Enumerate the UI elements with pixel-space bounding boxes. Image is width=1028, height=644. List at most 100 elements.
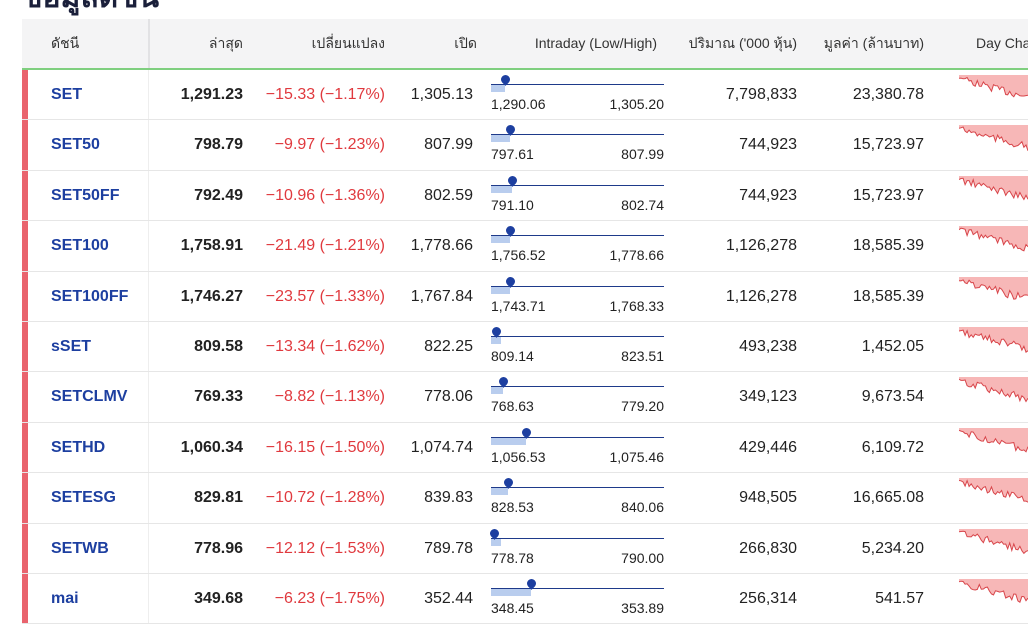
header-change[interactable]: เปลี่ยนแปลง xyxy=(311,35,385,51)
intraday-range-fill xyxy=(491,487,508,496)
header-daychart: Day Cha xyxy=(976,35,1028,51)
column-divider xyxy=(148,321,149,372)
table-row[interactable]: SET 1,291.23 −15.33 (−1.17%) 1,305.13 1,… xyxy=(22,70,1028,121)
index-name-link[interactable]: mai xyxy=(51,589,79,607)
change-value: −12.12 (−1.53%) xyxy=(265,539,385,557)
last-value: 1,291.23 xyxy=(180,86,243,103)
table-row[interactable]: SETESG 829.81 −10.72 (−1.28%) 839.83 828… xyxy=(22,473,1028,524)
header-last[interactable]: ล่าสุด xyxy=(208,35,243,51)
day-chart-sparkline[interactable] xyxy=(959,528,1028,561)
intraday-range-fill xyxy=(491,587,531,596)
sparkline-line xyxy=(959,177,1028,201)
intraday-range-track xyxy=(491,436,664,438)
header-value[interactable]: มูลค่า (ล้านบาท) xyxy=(823,35,924,51)
table-row[interactable]: SET50 798.79 −9.97 (−1.23%) 807.99 797.6… xyxy=(22,120,1028,171)
intraday-range: 797.61 807.99 xyxy=(491,120,664,170)
row-marker xyxy=(22,422,28,473)
volume-value: 1,126,278 xyxy=(725,287,797,305)
intraday-range-track xyxy=(491,84,664,85)
column-divider xyxy=(148,573,149,624)
day-chart-sparkline[interactable] xyxy=(959,578,1028,611)
row-marker xyxy=(22,70,28,120)
index-name-link[interactable]: SET100 xyxy=(51,237,109,255)
intraday-range-fill xyxy=(491,386,503,395)
table-row[interactable]: SET100FF 1,746.27 −23.57 (−1.33%) 1,767.… xyxy=(22,271,1028,322)
last-value: 809.58 xyxy=(194,337,243,355)
intraday-low: 348.45 xyxy=(491,599,534,616)
sparkline-line xyxy=(959,76,1028,98)
index-name-link[interactable]: SET50FF xyxy=(51,186,120,204)
intraday-high: 1,768.33 xyxy=(609,297,665,314)
last-value: 778.96 xyxy=(194,539,243,557)
intraday-low: 809.14 xyxy=(491,347,534,364)
table-row[interactable]: sSET 809.58 −13.34 (−1.62%) 822.25 809.1… xyxy=(22,321,1028,373)
table-row[interactable]: SETWB 778.96 −12.12 (−1.53%) 789.78 778.… xyxy=(22,523,1028,574)
intraday-low: 1,056.53 xyxy=(491,448,546,465)
day-chart-sparkline[interactable] xyxy=(959,276,1028,309)
intraday-low: 791.10 xyxy=(491,196,534,213)
volume-value: 266,830 xyxy=(739,539,797,557)
open-value: 1,767.84 xyxy=(410,287,473,305)
index-name-link[interactable]: SETCLMV xyxy=(51,388,128,406)
header-intraday[interactable]: Intraday (Low/High) xyxy=(534,35,657,51)
header-open[interactable]: เปิด xyxy=(454,35,477,51)
index-name-link[interactable]: SET100FF xyxy=(51,287,129,305)
header-name[interactable]: ดัชนี xyxy=(51,35,80,51)
intraday-high: 790.00 xyxy=(621,549,664,566)
table-row[interactable]: SET100 1,758.91 −21.49 (−1.21%) 1,778.66… xyxy=(22,221,1028,272)
index-name-link[interactable]: SET50 xyxy=(51,136,100,154)
index-name-link[interactable]: sSET xyxy=(51,337,92,355)
value-amount: 18,585.39 xyxy=(852,287,924,305)
intraday-range-fill xyxy=(491,537,501,546)
intraday-high: 823.51 xyxy=(621,347,664,364)
column-divider xyxy=(148,70,149,120)
index-name-link[interactable]: SETWB xyxy=(51,539,109,557)
table-row[interactable]: SETCLMV 769.33 −8.82 (−1.13%) 778.06 768… xyxy=(22,372,1028,423)
intraday-low: 828.53 xyxy=(491,499,534,516)
value-amount: 16,665.08 xyxy=(852,489,924,507)
index-name-link[interactable]: SETHD xyxy=(51,438,106,456)
row-marker xyxy=(22,271,28,321)
value-amount: 23,380.78 xyxy=(852,86,924,103)
day-chart-sparkline[interactable] xyxy=(959,478,1028,510)
open-value: 802.59 xyxy=(424,186,473,204)
volume-value: 349,123 xyxy=(739,388,797,406)
volume-value: 948,505 xyxy=(739,489,797,507)
column-divider xyxy=(148,120,149,170)
sparkline-area xyxy=(959,377,1028,402)
index-name-link[interactable]: SETESG xyxy=(51,489,116,507)
row-marker xyxy=(22,170,28,221)
last-value: 792.49 xyxy=(194,186,243,204)
sparkline-area xyxy=(959,427,1028,452)
intraday-range: 791.10 802.74 xyxy=(491,171,664,221)
open-value: 352.44 xyxy=(424,589,473,607)
table-header: ดัชนี ล่าสุด เปลี่ยนแปลง เปิด Intraday (… xyxy=(22,19,1028,70)
intraday-range: 809.14 823.51 xyxy=(490,322,664,372)
value-amount: 541.57 xyxy=(875,589,924,607)
volume-value: 7,798,833 xyxy=(725,86,797,103)
day-chart-sparkline[interactable] xyxy=(959,75,1028,107)
day-chart-sparkline[interactable] xyxy=(959,326,1028,359)
change-value: −6.23 (−1.75%) xyxy=(274,589,385,607)
table-row[interactable]: mai 349.68 −6.23 (−1.75%) 352.44 348.45 … xyxy=(22,573,1028,625)
table-row[interactable]: SET50FF 792.49 −10.96 (−1.36%) 802.59 79… xyxy=(22,170,1028,222)
change-value: −8.82 (−1.13%) xyxy=(274,388,385,406)
index-name-link[interactable]: SET xyxy=(51,86,83,103)
value-amount: 18,585.39 xyxy=(852,237,924,255)
intraday-low: 797.61 xyxy=(491,146,534,163)
table-row[interactable]: SETHD 1,060.34 −16.15 (−1.50%) 1,074.74 … xyxy=(22,422,1028,474)
day-chart-sparkline[interactable] xyxy=(959,125,1028,157)
value-amount: 6,109.72 xyxy=(861,438,924,456)
day-chart-sparkline[interactable] xyxy=(959,226,1028,258)
open-value: 1,305.13 xyxy=(410,86,473,103)
intraday-range-track xyxy=(491,134,664,136)
sparkline-line xyxy=(959,429,1028,453)
change-value: −9.97 (−1.23%) xyxy=(274,136,385,154)
volume-value: 256,314 xyxy=(739,589,797,607)
day-chart-sparkline[interactable] xyxy=(959,377,1028,409)
day-chart-sparkline[interactable] xyxy=(959,175,1028,208)
day-chart-sparkline[interactable] xyxy=(959,427,1028,460)
intraday-range: 778.78 790.00 xyxy=(488,524,664,574)
sparkline-line xyxy=(959,479,1028,503)
header-volume[interactable]: ปริมาณ ('000 หุ้น) xyxy=(688,35,797,51)
